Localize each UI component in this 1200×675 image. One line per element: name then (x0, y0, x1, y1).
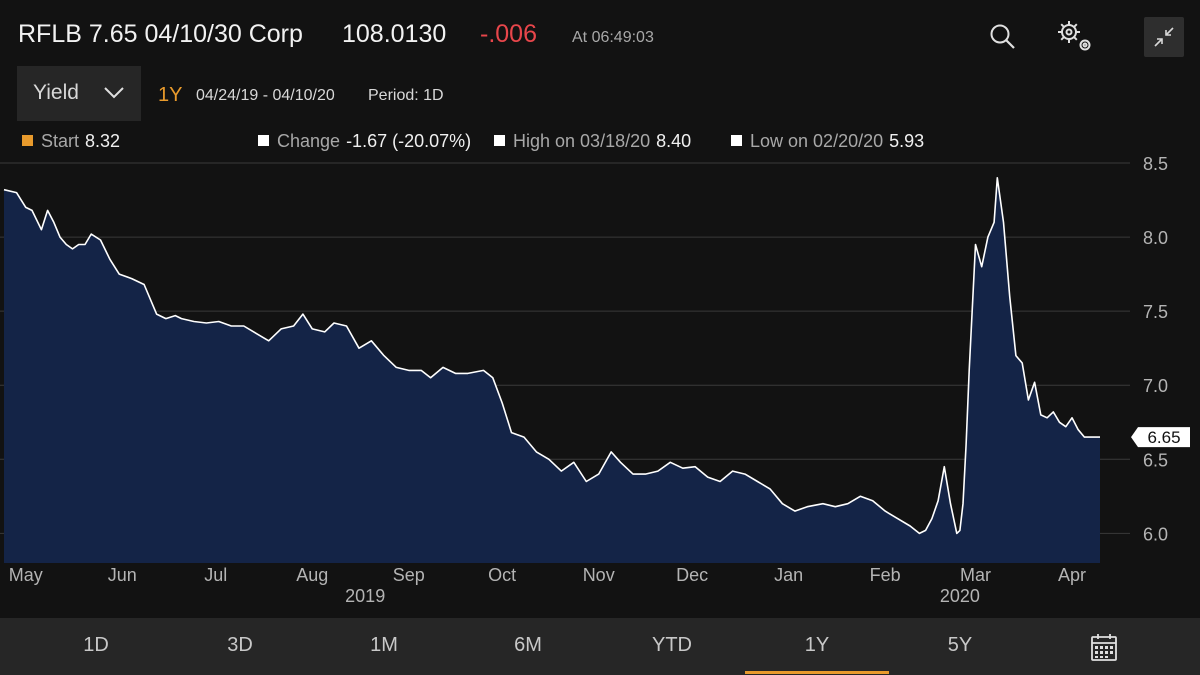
stat-change: Change -1.67 (-20.07%) (258, 131, 471, 152)
stat-low-label: Low on 02/20/20 (750, 131, 884, 151)
stat-start-label: Start (41, 131, 80, 151)
last-value-tag (1131, 427, 1190, 448)
field-selector[interactable]: Yield (17, 66, 141, 121)
stat-low: Low on 02/20/20 5.93 (731, 131, 924, 152)
y-tick-label: 8.5 (1143, 155, 1168, 174)
x-tick-label: Apr (1058, 565, 1086, 585)
start-marker (22, 135, 33, 146)
area-fill (4, 177, 1100, 564)
search-icon[interactable] (988, 22, 1018, 52)
tab-1m[interactable]: 1M (370, 634, 398, 656)
x-tick-label: May (9, 565, 43, 585)
y-tick-label: 6.0 (1143, 524, 1168, 544)
year-label: 2020 (940, 586, 980, 606)
x-tick-label: Mar (960, 565, 991, 585)
x-tick-label: Sep (393, 565, 425, 585)
change-marker (258, 135, 269, 146)
x-tick-label: Oct (488, 565, 516, 585)
last-value-label: 6.65 (1147, 428, 1180, 447)
stat-high-label: High on 03/18/20 (513, 131, 651, 151)
range-tab-bar: 1D 3D 1M 6M YTD 1Y 5Y (0, 618, 1200, 675)
stat-high: High on 03/18/20 8.40 (494, 131, 691, 152)
tab-ytd[interactable]: YTD (652, 634, 692, 656)
timestamp: At 06:49:03 (572, 29, 654, 46)
tab-6m[interactable]: 6M (514, 634, 542, 656)
x-tick-label: Dec (676, 565, 708, 585)
x-tick-label: Jul (204, 565, 227, 585)
x-tick-label: Aug (296, 565, 328, 585)
x-tick-label: Feb (870, 565, 901, 585)
header: RFLB 7.65 04/10/30 Corp 108.0130 -.006 A… (0, 0, 1200, 70)
yield-chart[interactable]: 8.5 8.0 7.5 7.0 6.5 6.0 May Jun Jul Aug Sep Oct Nov D… (0, 155, 1200, 610)
x-tick-label: Jan (774, 565, 803, 585)
collapse-icon (1154, 27, 1174, 47)
tab-3d[interactable]: 3D (227, 634, 253, 656)
x-tick-label: Jun (108, 565, 137, 585)
stat-high-value: 8.40 (656, 131, 692, 151)
calendar-icon[interactable] (1090, 632, 1118, 662)
period-label: Period: 1D (368, 87, 444, 104)
series-line (3, 177, 1100, 535)
low-marker (731, 135, 742, 146)
x-tick-label: Nov (583, 565, 615, 585)
stat-change-label: Change (277, 131, 341, 151)
chevron-down-icon (104, 87, 124, 99)
field-selector-label: Yield (33, 81, 79, 104)
active-tab-indicator (745, 671, 889, 674)
high-marker (494, 135, 505, 146)
collapse-button[interactable] (1144, 17, 1184, 57)
y-tick-label: 7.5 (1143, 302, 1168, 322)
tab-5y[interactable]: 5Y (947, 634, 973, 656)
stat-low-value: 5.93 (889, 131, 925, 151)
range-label[interactable]: 1Y (158, 84, 183, 106)
gear-icon[interactable] (1054, 18, 1096, 54)
price-value: 108.0130 (342, 20, 447, 48)
y-tick-label: 8.0 (1143, 228, 1168, 248)
security-title: RFLB 7.65 04/10/30 Corp (18, 20, 303, 48)
date-range: 04/24/19 - 04/10/20 (196, 87, 335, 104)
tab-1y[interactable]: 1Y (804, 634, 830, 656)
stat-start-value: 8.32 (85, 131, 121, 151)
stat-start: Start 8.32 (22, 131, 120, 152)
stat-change-value: -1.67 (-20.07%) (346, 131, 472, 151)
y-tick-label: 7.0 (1143, 376, 1168, 396)
year-label: 2019 (345, 586, 385, 606)
y-tick-label: 6.5 (1143, 450, 1168, 470)
tab-1d[interactable]: 1D (83, 634, 109, 656)
price-change: -.006 (480, 20, 537, 48)
